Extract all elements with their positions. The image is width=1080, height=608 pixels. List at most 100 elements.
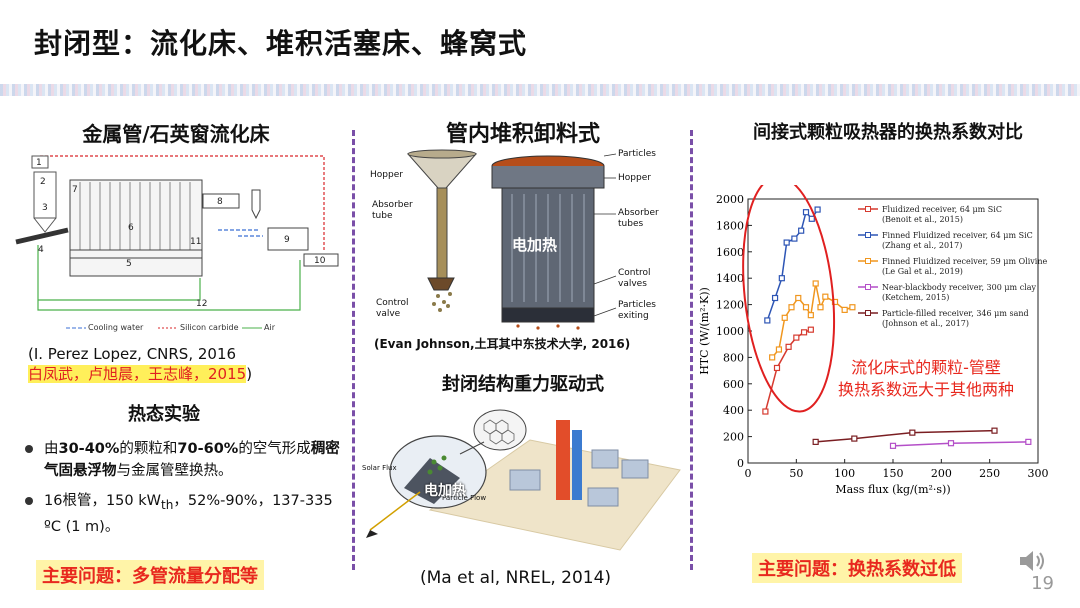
- bullet2-text-b: ，52%-90%，137-335 ºC (1 m)。: [44, 493, 333, 535]
- bullet1-text-d: 70-60%: [177, 441, 239, 457]
- left-problem-label: 主要问题：多管流量分配等: [36, 560, 264, 590]
- bullet2-subscript: th: [160, 497, 174, 512]
- series-1-point: [773, 364, 781, 372]
- series-4-point: [947, 440, 955, 447]
- column-divider-left: [352, 130, 355, 570]
- left-bullet-list: 由30-40%的颗粒和70-60%的空气形成稠密气固悬浮物与金属管壁换热。 16…: [22, 438, 342, 546]
- gravity-driven-diagram: [360, 400, 685, 560]
- y-tick-label: 2000: [716, 193, 744, 206]
- page-number: 19: [1031, 573, 1054, 594]
- series-1-point: [793, 334, 800, 341]
- x-tick-label: 0: [745, 467, 752, 480]
- series-5-point: [851, 435, 858, 442]
- bullet1-text-g: 与金属管壁换热。: [116, 463, 233, 479]
- series-1-point: [800, 329, 808, 336]
- series-3-point: [849, 304, 856, 311]
- y-axis-label: HTC (W/(m²·K)): [698, 287, 711, 375]
- decorative-stripe: [0, 84, 1080, 96]
- legend-ref-1: (Benoit et al., 2015): [882, 215, 963, 224]
- bullet2-text-a: 16根管，150 kW: [44, 493, 161, 509]
- y-tick-label: 200: [723, 431, 744, 444]
- electric-heating-overlay: 电加热: [512, 236, 558, 254]
- series-2-point: [778, 275, 785, 282]
- electric-heating-overlay-2: 电加热: [424, 483, 466, 499]
- svg-text:5: 5: [126, 259, 132, 269]
- left-citation-close: ): [246, 365, 253, 383]
- series-5-point: [812, 438, 819, 445]
- label-hopper-right: Hopper: [618, 173, 651, 183]
- legend-ref-4: (Ketchem, 2015): [882, 293, 949, 302]
- x-axis-label: Mass flux (kg/(m²·s)): [835, 483, 950, 496]
- y-tick-label: 800: [723, 351, 744, 364]
- slide-title: 封闭型：流化床、堆积活塞床、蜂窝式: [34, 27, 528, 60]
- svg-text:11: 11: [190, 237, 201, 247]
- chart-plot-area: [747, 198, 1039, 464]
- packed-bed-diagram: [406, 149, 617, 330]
- bullet1-text-c: 的颗粒和: [119, 441, 178, 457]
- y-tick-label: 1000: [716, 325, 744, 338]
- left-column-title: 金属管/石英窗流化床: [82, 122, 270, 146]
- legend-marker-5: [865, 310, 871, 316]
- label-control-valve: Control valve: [376, 298, 409, 319]
- column-divider-right: [690, 130, 693, 570]
- middle-citation: (Evan Johnson,土耳其中东技术大学, 2016): [374, 337, 631, 351]
- label-hopper: Hopper: [370, 170, 403, 180]
- legend-label-3: Finned Fluidized receiver, 59 μm Olivine: [882, 257, 1048, 266]
- series-1-point: [807, 326, 814, 333]
- series-2-point: [764, 317, 771, 324]
- bullet1-text-b: 30-40%: [58, 441, 120, 457]
- series-4-point: [889, 442, 897, 449]
- legend-ref-2: (Zhang et al., 2017): [882, 241, 962, 250]
- legend-marker-2: [865, 232, 871, 238]
- svg-text:1: 1: [36, 158, 42, 168]
- x-tick-label: 200: [931, 467, 952, 480]
- series-5-point: [909, 429, 916, 436]
- chart-annotation-line1: 流化床式的颗粒-管壁: [851, 358, 1001, 377]
- x-tick-label: 100: [834, 467, 855, 480]
- legend-label-2: Finned Fluidized receiver, 64 μm SiC: [882, 231, 1033, 240]
- series-1-point: [785, 343, 792, 350]
- series-4-point: [1025, 438, 1032, 445]
- legend-cooling-water: Cooling water: [88, 323, 144, 332]
- bullet1-text-f: 稠密气固悬浮物: [44, 441, 340, 479]
- svg-text:7: 7: [72, 185, 78, 195]
- legend-label-5: Particle-filled receiver, 346 μm sand: [882, 309, 1029, 318]
- highlight-ellipse: [742, 185, 836, 413]
- svg-text:3: 3: [42, 203, 48, 213]
- series-3-point: [795, 294, 802, 302]
- y-tick-label: 400: [723, 404, 744, 417]
- x-tick-label: 250: [979, 467, 1000, 480]
- legend-air: Air: [264, 323, 275, 332]
- legend-label-4: Near-blackbody receiver, 300 μm clay: [882, 283, 1036, 292]
- series-2-point: [791, 235, 798, 242]
- series-3-point: [781, 314, 788, 321]
- left-citation-line1: (I. Perez Lopez, CNRS, 2016: [28, 345, 237, 363]
- y-tick-label: 1200: [716, 299, 744, 312]
- hot-test-title: 热态实验: [128, 404, 200, 425]
- series-3-point: [788, 304, 795, 311]
- chart-annotation: 流化床式的颗粒-管壁 换热系数远大于其他两种: [838, 357, 1014, 401]
- series-3-point: [802, 304, 810, 311]
- x-tick-label: 150: [883, 467, 904, 480]
- svg-text:10: 10: [314, 256, 326, 266]
- x-tick-label: 300: [1028, 467, 1049, 480]
- y-tick-label: 1600: [716, 246, 744, 259]
- series-3-point: [817, 304, 824, 311]
- y-tick-label: 1800: [716, 219, 744, 232]
- series-3-point: [807, 312, 814, 319]
- left-citation-line2: 白凤武，卢旭晨，王志峰，2015: [28, 365, 247, 383]
- label-particles: Particles: [618, 149, 656, 159]
- x-tick-label: 50: [789, 467, 803, 480]
- legend-ref-5: (Johnson et al., 2017): [882, 319, 969, 328]
- svg-text:12: 12: [196, 299, 207, 309]
- series-2-point: [808, 215, 815, 222]
- series-line-5: [815, 429, 995, 443]
- speaker-icon[interactable]: [1018, 548, 1048, 574]
- svg-text:4: 4: [38, 245, 44, 255]
- label-control-valves: Control valves: [618, 268, 651, 289]
- chart-annotation-line2: 换热系数远大于其他两种: [838, 380, 1015, 399]
- svg-text:8: 8: [217, 197, 223, 207]
- series-1-point: [762, 408, 769, 415]
- bullet-item-2: 16根管，150 kWth，52%-90%，137-335 ºC (1 m)。: [22, 490, 342, 538]
- label-absorber-tube: Absorber tube: [372, 200, 413, 221]
